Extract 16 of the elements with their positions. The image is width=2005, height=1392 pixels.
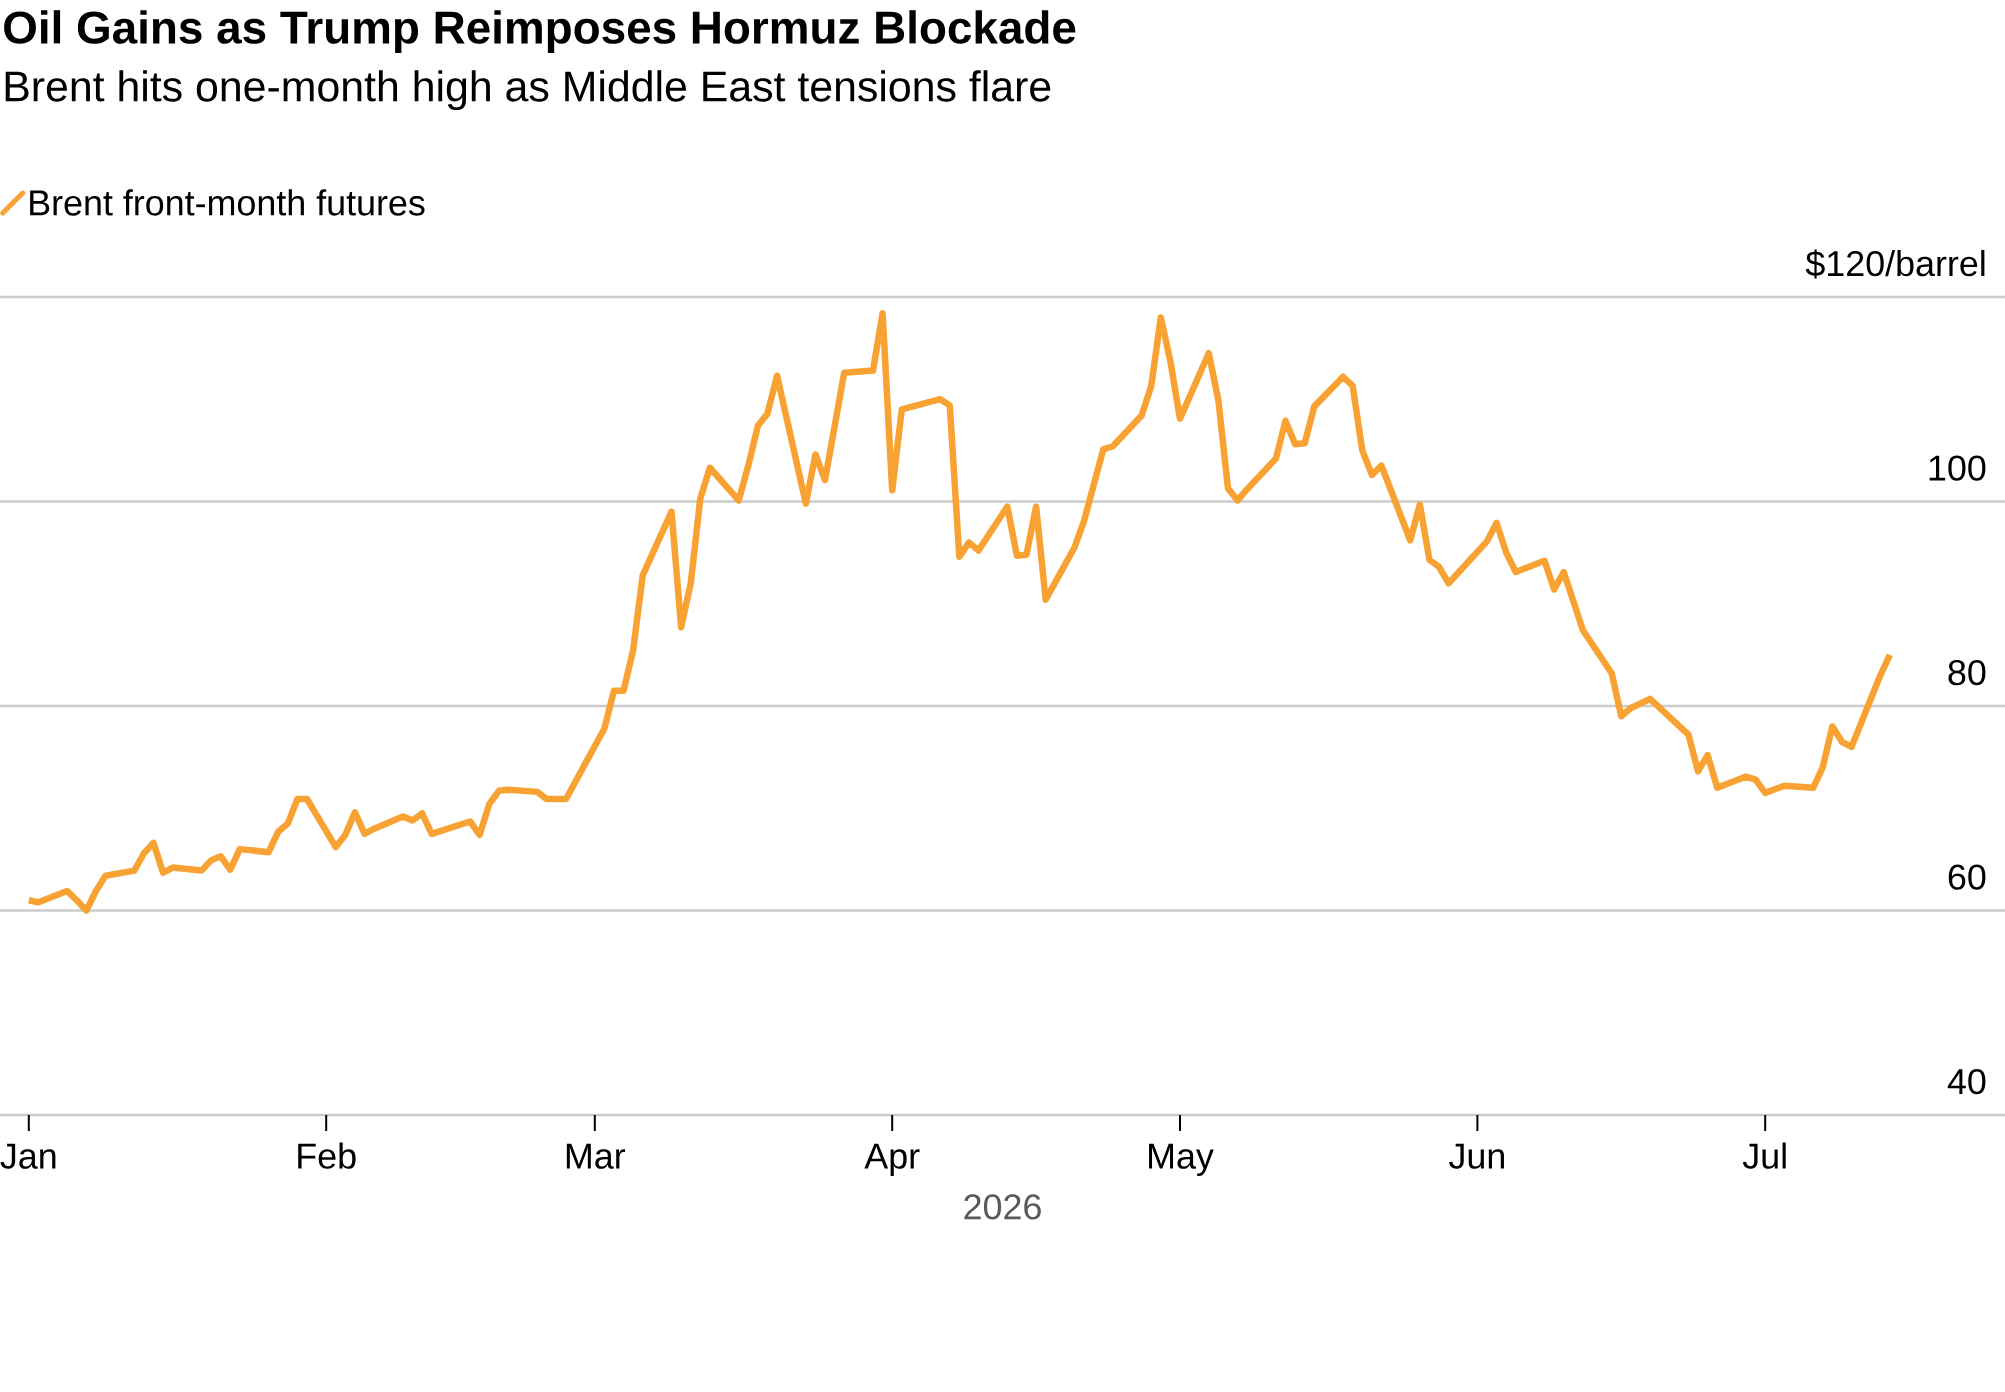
x-tick-label: Jun	[1449, 1143, 1504, 1169]
x-tick-label: May	[1149, 1143, 1214, 1176]
y-tick-label: 100	[1929, 455, 1986, 481]
x-tick-label: Jan	[0, 1143, 56, 1169]
x-tick-label: Mar	[566, 1143, 626, 1169]
x-axis-title: 2026	[964, 1194, 1041, 1220]
x-tick-label: Jul	[1742, 1142, 1786, 1169]
y-tick-label: 80	[1948, 659, 1986, 686]
x-tick-label: Apr	[864, 1143, 920, 1176]
legend-label: Brent front-month futures	[30, 189, 425, 216]
y-tick-label: $120/barrel	[1805, 249, 1985, 279]
y-tick-label: 40	[1947, 1068, 1986, 1095]
chart-subtitle: Brent hits one-month high as Middle East tensions flare	[5, 70, 1051, 111]
x-tick-label: Feb	[298, 1142, 356, 1169]
y-tick-label: 60	[1948, 864, 1986, 890]
chart-title: Oil Gains as Trump Reimposes Hormuz Blockade	[4, 10, 1076, 53]
